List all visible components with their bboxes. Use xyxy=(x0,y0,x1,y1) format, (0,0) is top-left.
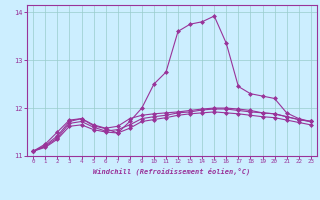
X-axis label: Windchill (Refroidissement éolien,°C): Windchill (Refroidissement éolien,°C) xyxy=(93,167,251,175)
